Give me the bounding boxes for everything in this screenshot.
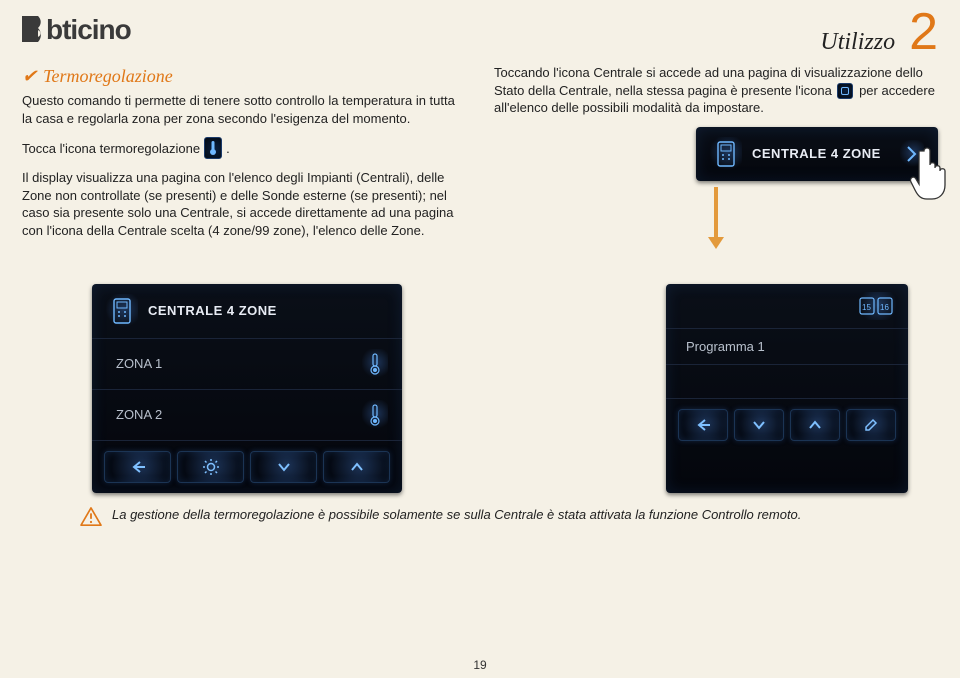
touch-instruction: Tocca l'icona termoregolazione . xyxy=(22,137,466,159)
nav-up-button[interactable] xyxy=(323,451,390,483)
programma-row[interactable]: Programma 1 xyxy=(666,329,908,365)
centrale-icon xyxy=(106,294,138,328)
section-title-text: Termoregolazione xyxy=(43,64,173,88)
left-large-panel: CENTRALE 4 ZONE ZONA 1 ZONA 2 xyxy=(92,284,402,493)
nav-sun-button[interactable] xyxy=(177,451,244,483)
touch-suffix: . xyxy=(226,140,230,158)
zona2-row[interactable]: ZONA 2 xyxy=(92,390,402,441)
small-panel-title: CENTRALE 4 ZONE xyxy=(752,145,881,163)
small-panel-row[interactable]: CENTRALE 4 ZONE xyxy=(696,127,938,181)
left-column: ✔ Termoregolazione Questo comando ti per… xyxy=(22,64,466,250)
zona1-label: ZONA 1 xyxy=(116,356,162,371)
right-nav-bar xyxy=(666,399,908,451)
intro-paragraph: Questo comando ti permette di tenere sot… xyxy=(22,92,466,127)
centrale-icon xyxy=(710,137,742,171)
utilizzo-label: Utilizzo xyxy=(820,29,895,56)
centrale-small-panel: CENTRALE 4 ZONE xyxy=(696,127,938,181)
nav-down-button[interactable] xyxy=(250,451,317,483)
page-header: bticino Utilizzo 2 xyxy=(0,0,960,56)
utilizzo-number: 2 xyxy=(909,12,938,54)
empty-row xyxy=(666,365,908,399)
right-large-panel: 1516 Programma 1 xyxy=(666,284,908,493)
nav-edit-button[interactable] xyxy=(846,409,896,441)
left-nav-bar xyxy=(92,441,402,493)
svg-text:bticino: bticino xyxy=(46,14,132,45)
zona1-row[interactable]: ZONA 1 xyxy=(92,339,402,390)
description-paragraph: Il display visualizza una pagina con l'e… xyxy=(22,169,466,239)
right-panel-header[interactable]: 1516 xyxy=(666,284,908,329)
thermo-small-icon xyxy=(362,349,388,379)
warning-note: La gestione della termoregolazione è pos… xyxy=(0,493,960,527)
warning-text: La gestione della termoregolazione è pos… xyxy=(112,507,801,522)
nav-up-button[interactable] xyxy=(790,409,840,441)
svg-text:16: 16 xyxy=(880,303,889,312)
page-number: 19 xyxy=(473,658,486,672)
thermo-small-icon xyxy=(362,400,388,430)
nav-down-button[interactable] xyxy=(734,409,784,441)
section-title: ✔ Termoregolazione xyxy=(22,64,466,88)
mode-list-icon xyxy=(837,83,853,99)
brand-logo: bticino xyxy=(22,12,192,48)
left-panel-header[interactable]: CENTRALE 4 ZONE xyxy=(92,284,402,339)
text-columns: ✔ Termoregolazione Questo comando ti per… xyxy=(0,64,960,250)
right-paragraph: Toccando l'icona Centrale si accede ad u… xyxy=(494,64,938,117)
calendar-icon: 1516 xyxy=(856,292,896,320)
zona2-label: ZONA 2 xyxy=(116,407,162,422)
programma-label: Programma 1 xyxy=(686,339,765,354)
section-indicator: Utilizzo 2 xyxy=(820,12,938,56)
check-icon: ✔ xyxy=(22,64,37,88)
nav-back-button[interactable] xyxy=(678,409,728,441)
nav-back-button[interactable] xyxy=(104,451,171,483)
pointing-hand-icon xyxy=(910,141,956,201)
thermoregulation-icon xyxy=(204,137,222,159)
touch-prefix: Tocca l'icona termoregolazione xyxy=(22,140,200,158)
small-panel-wrap: CENTRALE 4 ZONE xyxy=(696,127,938,181)
device-panels-row: CENTRALE 4 ZONE ZONA 1 ZONA 2 1516 xyxy=(0,264,960,493)
svg-text:15: 15 xyxy=(862,303,871,312)
warning-icon xyxy=(80,507,102,527)
arrow-down-icon xyxy=(714,187,718,239)
right-column: Toccando l'icona Centrale si accede ad u… xyxy=(494,64,938,250)
left-panel-title: CENTRALE 4 ZONE xyxy=(148,303,277,318)
